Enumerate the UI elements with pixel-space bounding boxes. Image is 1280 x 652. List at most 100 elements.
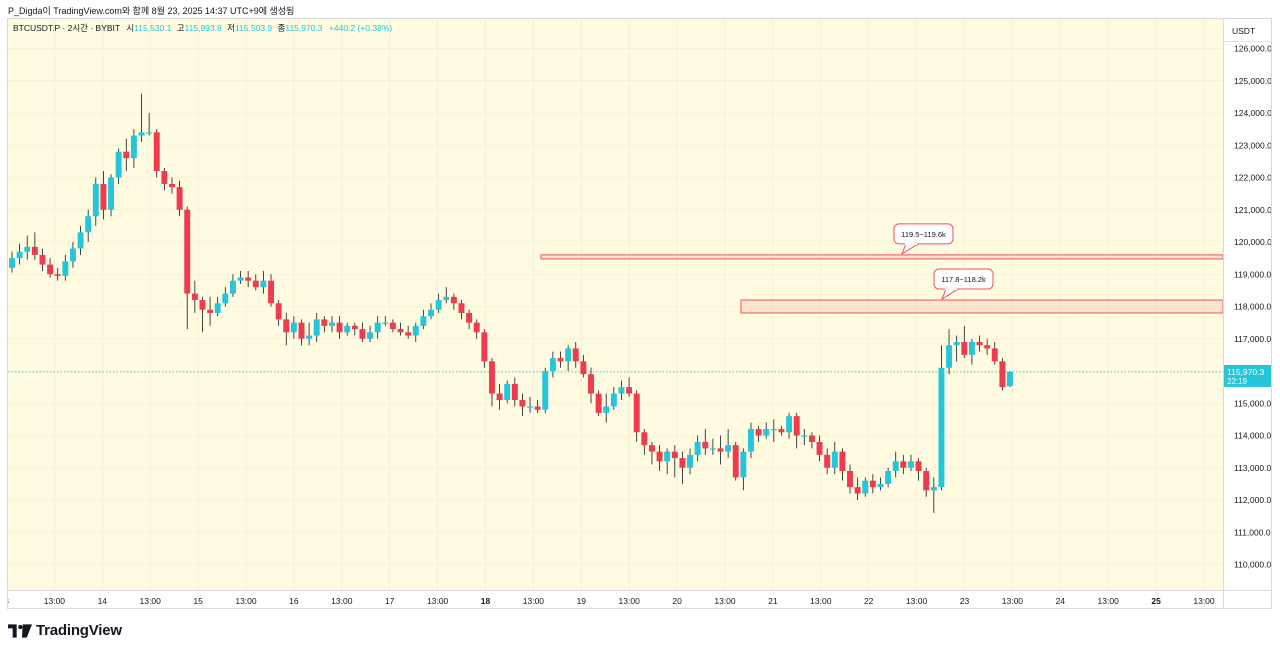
- candle-body[interactable]: [732, 445, 739, 478]
- candle-body[interactable]: [138, 132, 145, 136]
- candle-body[interactable]: [199, 300, 206, 310]
- candle-body[interactable]: [847, 470, 853, 488]
- candle-body[interactable]: [862, 480, 869, 494]
- candle-body[interactable]: [999, 361, 1006, 388]
- candle-body[interactable]: [54, 274, 61, 276]
- candle-body[interactable]: [62, 261, 69, 276]
- candle-body[interactable]: [915, 461, 922, 471]
- candle-body[interactable]: [69, 248, 76, 262]
- candle-body[interactable]: [428, 309, 434, 317]
- candle-body[interactable]: [511, 383, 518, 401]
- candle-body[interactable]: [161, 171, 168, 184]
- candle-body[interactable]: [488, 361, 495, 394]
- candle-body[interactable]: [405, 332, 412, 336]
- candle-body[interactable]: [313, 319, 320, 336]
- candle-body[interactable]: [184, 209, 191, 294]
- candle-body[interactable]: [306, 335, 313, 339]
- candle-body[interactable]: [283, 319, 290, 333]
- candle-body[interactable]: [748, 429, 754, 452]
- tradingview-logo[interactable]: TradingView: [8, 622, 122, 639]
- candle-body[interactable]: [687, 454, 694, 468]
- candle-body[interactable]: [466, 312, 473, 323]
- candle-body[interactable]: [85, 216, 92, 233]
- candle-body[interactable]: [321, 319, 328, 326]
- candle-body[interactable]: [92, 183, 99, 217]
- candle-body[interactable]: [16, 251, 23, 259]
- candle-body[interactable]: [268, 280, 274, 304]
- candle-body[interactable]: [953, 341, 960, 346]
- candle-body[interactable]: [130, 135, 137, 159]
- candle-body[interactable]: [519, 400, 526, 407]
- candle-body[interactable]: [869, 480, 876, 488]
- candle-body[interactable]: [694, 441, 701, 455]
- candle-body[interactable]: [755, 429, 762, 436]
- candle-body[interactable]: [877, 483, 884, 488]
- candle-body[interactable]: [229, 280, 236, 294]
- candle-body[interactable]: [801, 435, 808, 437]
- candle-body[interactable]: [191, 293, 198, 301]
- candle-body[interactable]: [740, 451, 747, 478]
- candle-body[interactable]: [839, 451, 846, 471]
- candle-body[interactable]: [245, 277, 252, 281]
- candle-body[interactable]: [260, 280, 267, 288]
- candle-body[interactable]: [527, 406, 534, 408]
- candle-body[interactable]: [344, 325, 351, 333]
- candle-body[interactable]: [923, 470, 930, 491]
- candle-body[interactable]: [374, 322, 381, 333]
- candle-body[interactable]: [595, 393, 602, 413]
- candle-body[interactable]: [412, 325, 419, 336]
- candle-body[interactable]: [237, 277, 244, 281]
- candle-body[interactable]: [725, 445, 732, 452]
- candle-body[interactable]: [1007, 371, 1013, 387]
- last-price-tag[interactable]: [1224, 364, 1271, 387]
- candle-body[interactable]: [77, 232, 84, 249]
- candle-body[interactable]: [450, 296, 457, 304]
- candle-body[interactable]: [275, 303, 282, 320]
- candle-body[interactable]: [504, 383, 511, 401]
- candle-body[interactable]: [709, 448, 716, 450]
- candle-body[interactable]: [557, 358, 564, 362]
- candle-body[interactable]: [351, 325, 358, 330]
- candle-body[interactable]: [100, 183, 107, 210]
- candle-body[interactable]: [946, 345, 953, 368]
- price-zone[interactable]: [740, 299, 1224, 314]
- candle-body[interactable]: [976, 341, 983, 346]
- candle-body[interactable]: [984, 345, 991, 349]
- currency-label[interactable]: USDT: [1232, 26, 1255, 36]
- candle-body[interactable]: [207, 309, 214, 313]
- candle-body[interactable]: [298, 322, 305, 339]
- candle-body[interactable]: [808, 435, 815, 442]
- candle-body[interactable]: [549, 358, 556, 371]
- candle-body[interactable]: [938, 367, 945, 488]
- candle-body[interactable]: [968, 341, 975, 355]
- candle-body[interactable]: [824, 454, 831, 468]
- candle-body[interactable]: [648, 445, 655, 452]
- candle-body[interactable]: [892, 461, 899, 471]
- candle-body[interactable]: [580, 361, 587, 375]
- candle-body[interactable]: [679, 458, 686, 468]
- candle-body[interactable]: [336, 322, 343, 333]
- candle-body[interactable]: [458, 303, 465, 313]
- candle-body[interactable]: [961, 341, 968, 355]
- candle-body[interactable]: [778, 429, 785, 433]
- candle-body[interactable]: [831, 451, 838, 468]
- candle-body[interactable]: [717, 448, 724, 452]
- candle-body[interactable]: [793, 416, 800, 436]
- candle-body[interactable]: [885, 470, 892, 484]
- candle-body[interactable]: [47, 264, 54, 275]
- candle-body[interactable]: [610, 393, 617, 407]
- candle-body[interactable]: [214, 303, 221, 313]
- candle-body[interactable]: [328, 322, 335, 326]
- candle-body[interactable]: [222, 293, 229, 304]
- candle-body[interactable]: [397, 329, 404, 333]
- candle-body[interactable]: [24, 246, 31, 252]
- candle-body[interactable]: [146, 132, 153, 134]
- candle-body[interactable]: [443, 296, 450, 301]
- candle-body[interactable]: [816, 441, 823, 455]
- candle-body[interactable]: [359, 329, 366, 339]
- candlestick-chart[interactable]: 119.5~119.6k 117.8~118.2k 110,000.0 111,00…: [8, 19, 1271, 608]
- candle-body[interactable]: [656, 451, 663, 462]
- candle-body[interactable]: [664, 451, 671, 462]
- candle-body[interactable]: [123, 151, 130, 159]
- candle-body[interactable]: [108, 177, 115, 210]
